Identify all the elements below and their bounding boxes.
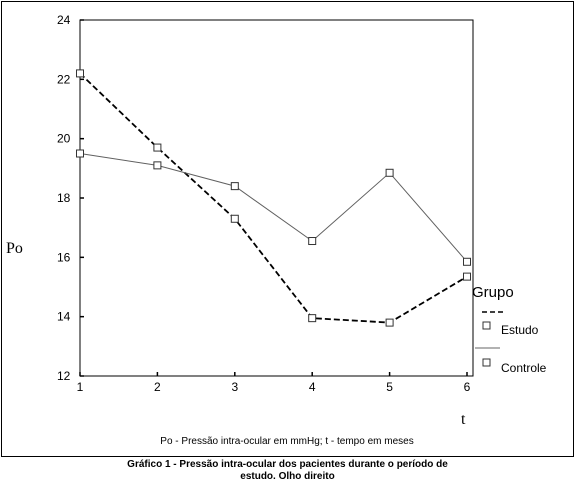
data-point-controle <box>308 237 317 246</box>
x-axis-label: t <box>461 411 466 428</box>
caption-line-2: estudo. Olho direito <box>240 471 335 482</box>
x-tick-label: 3 <box>231 380 238 394</box>
data-point-estudo <box>463 272 471 281</box>
figure-frame <box>1 1 574 457</box>
data-point-controle <box>76 149 84 158</box>
x-tick-label: 1 <box>77 380 84 394</box>
data-point-estudo <box>385 318 394 327</box>
y-tick-label: 24 <box>57 13 71 27</box>
data-point-controle <box>463 257 471 266</box>
x-tick-label: 4 <box>309 380 316 394</box>
y-tick-label: 14 <box>57 310 71 324</box>
legend-estudo-marker <box>482 321 491 330</box>
y-tick-label: 16 <box>57 250 71 264</box>
y-tick-label: 20 <box>57 132 71 146</box>
chart-note: Po - Pressão intra-ocular em mmHg; t - t… <box>160 436 413 447</box>
legend-entry-controle: Controle <box>501 361 547 375</box>
caption-line-1: Gráfico 1 - Pressão intra-ocular dos pac… <box>127 459 448 470</box>
x-tick-label: 5 <box>386 380 393 394</box>
data-point-estudo <box>153 143 162 152</box>
y-axis-label: Po <box>6 240 23 257</box>
data-point-estudo <box>76 69 84 78</box>
legend: Grupo Estudo Controle <box>472 284 547 375</box>
figure-caption: Gráfico 1 - Pressão intra-ocular dos pac… <box>0 459 575 483</box>
x-tick-label: 6 <box>464 380 471 394</box>
x-tick-label: 2 <box>154 380 161 394</box>
legend-controle-marker <box>482 358 491 367</box>
y-tick-label: 18 <box>57 191 71 205</box>
series-line-estudo <box>79 72 468 324</box>
y-tick-label: 22 <box>57 72 71 86</box>
series-layer <box>76 69 471 327</box>
data-point-controle <box>153 161 162 170</box>
data-point-estudo <box>308 314 317 323</box>
data-point-estudo <box>230 214 239 223</box>
y-tick-label: 12 <box>57 369 71 383</box>
legend-title: Grupo <box>472 284 514 301</box>
series-line-controle <box>79 153 468 263</box>
data-point-controle <box>385 168 394 177</box>
data-point-controle <box>230 182 239 191</box>
legend-entry-estudo: Estudo <box>501 323 539 337</box>
